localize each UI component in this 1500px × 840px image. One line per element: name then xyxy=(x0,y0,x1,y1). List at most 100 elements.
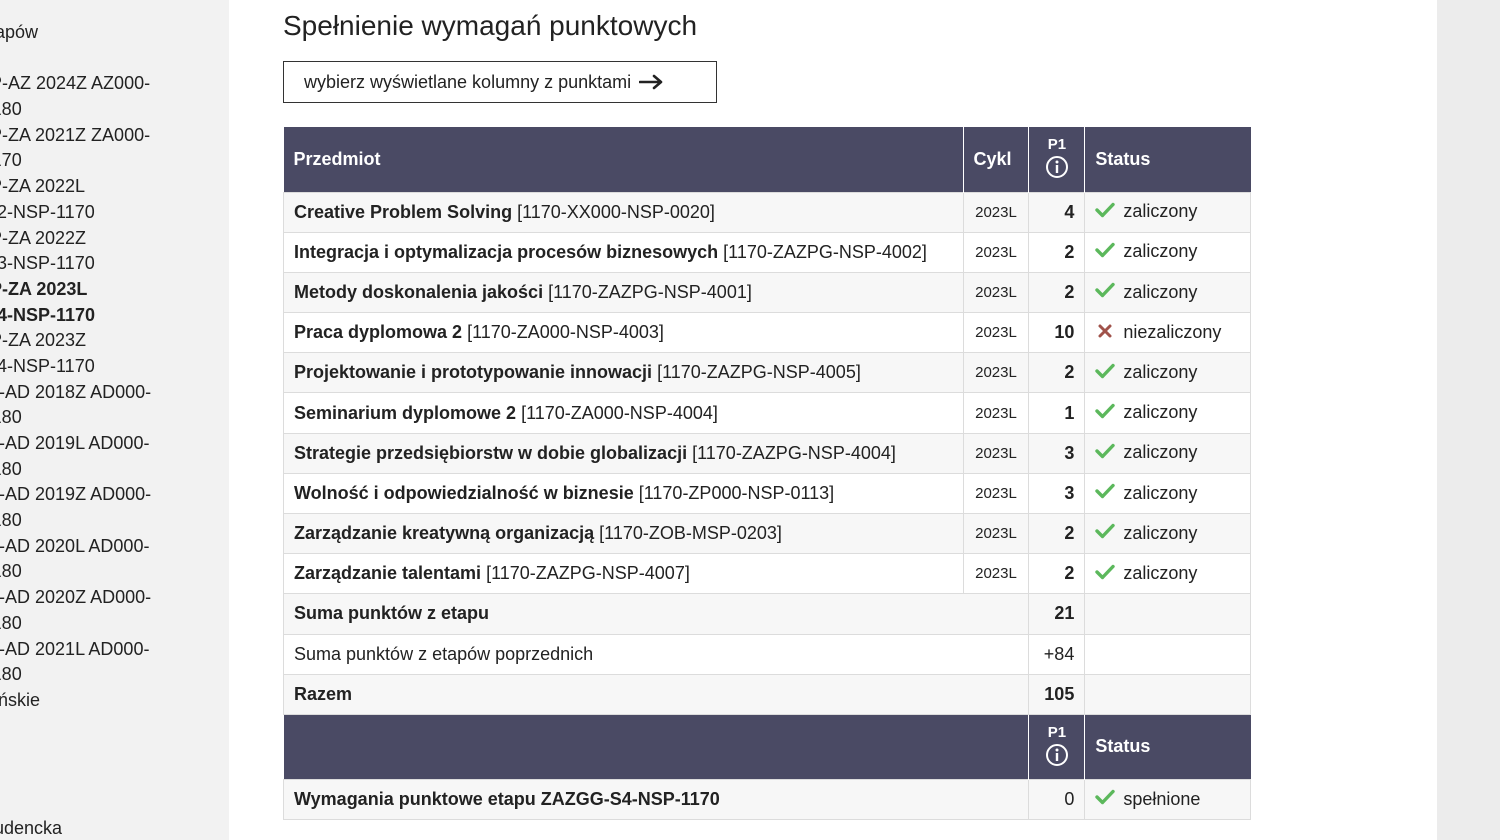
check-icon xyxy=(1095,403,1116,424)
cycle-cell: 2023L xyxy=(962,191,1030,233)
status-cell: zaliczony xyxy=(1084,512,1251,555)
subject-cell: Metody doskonalenia jakości [1170-ZAZPG-… xyxy=(283,271,964,314)
requirement-value: 0 xyxy=(1028,778,1086,821)
subject-code: [1170-ZAZPG-NSP-4007] xyxy=(486,563,690,584)
info-icon[interactable] xyxy=(1045,743,1069,769)
subject-cell: Integracja i optymalizacja procesów bizn… xyxy=(283,231,964,273)
header-cycle[interactable]: Cykl xyxy=(963,127,1030,192)
sidebar-item[interactable]: nia xyxy=(0,791,151,817)
subject-name-link[interactable]: Zarządzanie talentami xyxy=(294,563,482,584)
subject-name-link[interactable]: Metody doskonalenia jakości xyxy=(294,281,544,302)
status-text: zaliczony xyxy=(1123,442,1198,463)
select-columns-button[interactable]: wybierz wyświetlane kolumny z punktami xyxy=(283,61,717,103)
status-text: niezaliczony xyxy=(1123,321,1222,342)
points-cell: 10 xyxy=(1028,312,1086,354)
sidebar-item[interactable]: G-S4-NSP-1170 xyxy=(0,304,96,325)
sidebar-item[interactable]: NSP-ZA 2022L xyxy=(0,176,86,197)
subject-name-link[interactable]: Wolność i odpowiedzialność w biznesie xyxy=(294,482,634,503)
sidebar-item[interactable]: LSP-AD 2020L AD000- xyxy=(0,535,150,556)
subject-name-link[interactable]: Strategie przedsiębiorstw w dobie global… xyxy=(294,442,688,463)
table-row: Strategie przedsiębiorstw w dobie global… xyxy=(283,432,1251,474)
sidebar-item[interactable]: NSP-AZ 2024Z AZ000- xyxy=(0,73,151,94)
subject-code: [1170-ZOB-MSP-0203] xyxy=(599,523,782,544)
sidebar-item[interactable]: G-S4-NSP-1170 xyxy=(0,355,95,376)
status-cell: zaliczony xyxy=(1084,472,1251,515)
status-text: zaliczony xyxy=(1123,522,1198,543)
sidebar-item[interactable]: a xyxy=(0,714,151,740)
subject-cell: Creative Problem Solving [1170-XX000-NSP… xyxy=(283,191,964,233)
sidebar-item[interactable]: a xyxy=(0,765,151,791)
status-text: zaliczony xyxy=(1123,241,1198,262)
subject-name-link[interactable]: Seminarium dyplomowe 2 xyxy=(294,402,517,423)
sidebar-item[interactable]: LSP-AD 2018Z AD000- xyxy=(0,381,152,402)
sidebar-item[interactable]: LSP-AD 2019Z AD000- xyxy=(0,484,152,505)
sidebar-item[interactable]: LSP-AD 2021L AD000- xyxy=(0,638,150,659)
sidebar-item[interactable]: G-S2-NSP-1170 xyxy=(0,201,95,222)
status-cell: niezaliczony xyxy=(1084,312,1251,354)
points-cell: 2 xyxy=(1028,553,1086,595)
info-icon[interactable] xyxy=(1045,155,1069,181)
status-text: zaliczony xyxy=(1123,482,1198,503)
sidebar-item[interactable]: P-1180 xyxy=(0,561,22,582)
sidebar-item[interactable]: a etapów xyxy=(0,22,39,42)
subject-name-link[interactable]: Zarządzanie kreatywną organizacją xyxy=(294,523,595,544)
sidebar-item[interactable]: P-1180 xyxy=(0,99,22,120)
sidebar-item[interactable]: NSP-ZA 2023Z xyxy=(0,330,87,351)
check-icon xyxy=(1095,523,1116,544)
sidebar-item[interactable]: NSP-ZA 2021Z ZA000- xyxy=(0,124,151,145)
summary-empty xyxy=(1084,593,1251,635)
status-cell: zaliczony xyxy=(1084,392,1251,434)
sidebar-item[interactable]: LSP-AD 2019L AD000- xyxy=(0,433,150,453)
status-cell: zaliczony xyxy=(1084,271,1251,314)
summary-label: Razem xyxy=(282,673,1030,715)
sidebar-item[interactable]: NSP-ZA 2023L xyxy=(0,278,88,299)
table-row: Integracja i optymalizacja procesów bizn… xyxy=(283,231,1251,273)
subject-cell: Wolność i odpowiedzialność w biznesie [1… xyxy=(283,472,964,515)
sidebar-item[interactable]: P-1180 xyxy=(0,510,22,531)
table-body: Creative Problem Solving [1170-XX000-NSP… xyxy=(282,191,1251,821)
subject-name-link[interactable]: Creative Problem Solving xyxy=(294,201,513,222)
sidebar-item[interactable]: P-1180 xyxy=(0,458,22,479)
sidebar-item[interactable]: G-S3-NSP-1170 xyxy=(0,253,95,274)
sidebar-item[interactable]: P-1180 xyxy=(0,612,22,633)
sidebar-item[interactable]: P-1170 xyxy=(0,150,22,171)
status-cell: spełnione xyxy=(1084,778,1251,821)
points-cell: 3 xyxy=(1028,432,1086,474)
sidebar-item[interactable]: LSP-AD 2020Z AD000- xyxy=(0,587,152,608)
subject-cell: Projektowanie i prototypowanie innowacji… xyxy=(283,352,964,394)
subject-cell: Zarządzanie talentami [1170-ZAZPG-NSP-40… xyxy=(283,553,964,595)
sidebar-item[interactable]: a studencka xyxy=(0,818,63,839)
subject-cell: Praca dyplomowa 2 [1170-ZA000-NSP-4003] xyxy=(283,312,964,354)
sidebar: a etapów eniaNSP-AZ 2024Z AZ000- P-1180 NSP… xyxy=(0,0,229,840)
points-cell: 2 xyxy=(1028,271,1086,314)
table-row: Seminarium dyplomowe 2 [1170-ZA000-NSP-4… xyxy=(283,392,1251,434)
subject-name-link[interactable]: Projektowanie i prototypowanie innowacji xyxy=(294,362,653,383)
arrow-right-icon xyxy=(639,74,665,90)
summary-value: 105 xyxy=(1028,673,1086,715)
subject-name-link[interactable]: Integracja i optymalizacja procesów bizn… xyxy=(294,241,719,262)
subject-code: [1170-ZAZPG-NSP-4005] xyxy=(657,362,861,383)
header-status[interactable]: Status xyxy=(1084,127,1251,192)
subject-code: [1170-ZAZPG-NSP-4002] xyxy=(723,241,927,262)
sidebar-item[interactable]: P-1180 xyxy=(0,664,22,685)
cycle-cell: 2023L xyxy=(962,312,1030,354)
right-gutter xyxy=(1437,0,1500,840)
status-text: zaliczony xyxy=(1123,402,1198,423)
points-cell: 2 xyxy=(1028,512,1086,555)
summary-label: Suma punktów z etapów poprzednich xyxy=(282,633,1030,675)
sidebar-item xyxy=(0,739,151,765)
check-icon xyxy=(1095,242,1116,263)
subject-cell: Seminarium dyplomowe 2 [1170-ZA000-NSP-4… xyxy=(283,392,964,434)
summary-empty xyxy=(1084,633,1251,675)
check-icon xyxy=(1095,282,1116,303)
header-p1[interactable]: P1 xyxy=(1028,127,1086,192)
header-subject[interactable]: Przedmiot xyxy=(283,127,964,192)
sidebar-item[interactable]: iekańskie xyxy=(0,689,41,710)
requirements-header-p1[interactable]: P1 xyxy=(1028,714,1086,780)
status-cell: zaliczony xyxy=(1084,553,1251,595)
sidebar-item[interactable]: NSP-ZA 2022Z xyxy=(0,227,87,248)
summary-value: 21 xyxy=(1028,593,1086,635)
sidebar-item[interactable]: P-1180 xyxy=(0,407,22,428)
sidebar-item[interactable]: enia xyxy=(0,46,151,72)
subject-name-link[interactable]: Praca dyplomowa 2 xyxy=(294,322,463,343)
